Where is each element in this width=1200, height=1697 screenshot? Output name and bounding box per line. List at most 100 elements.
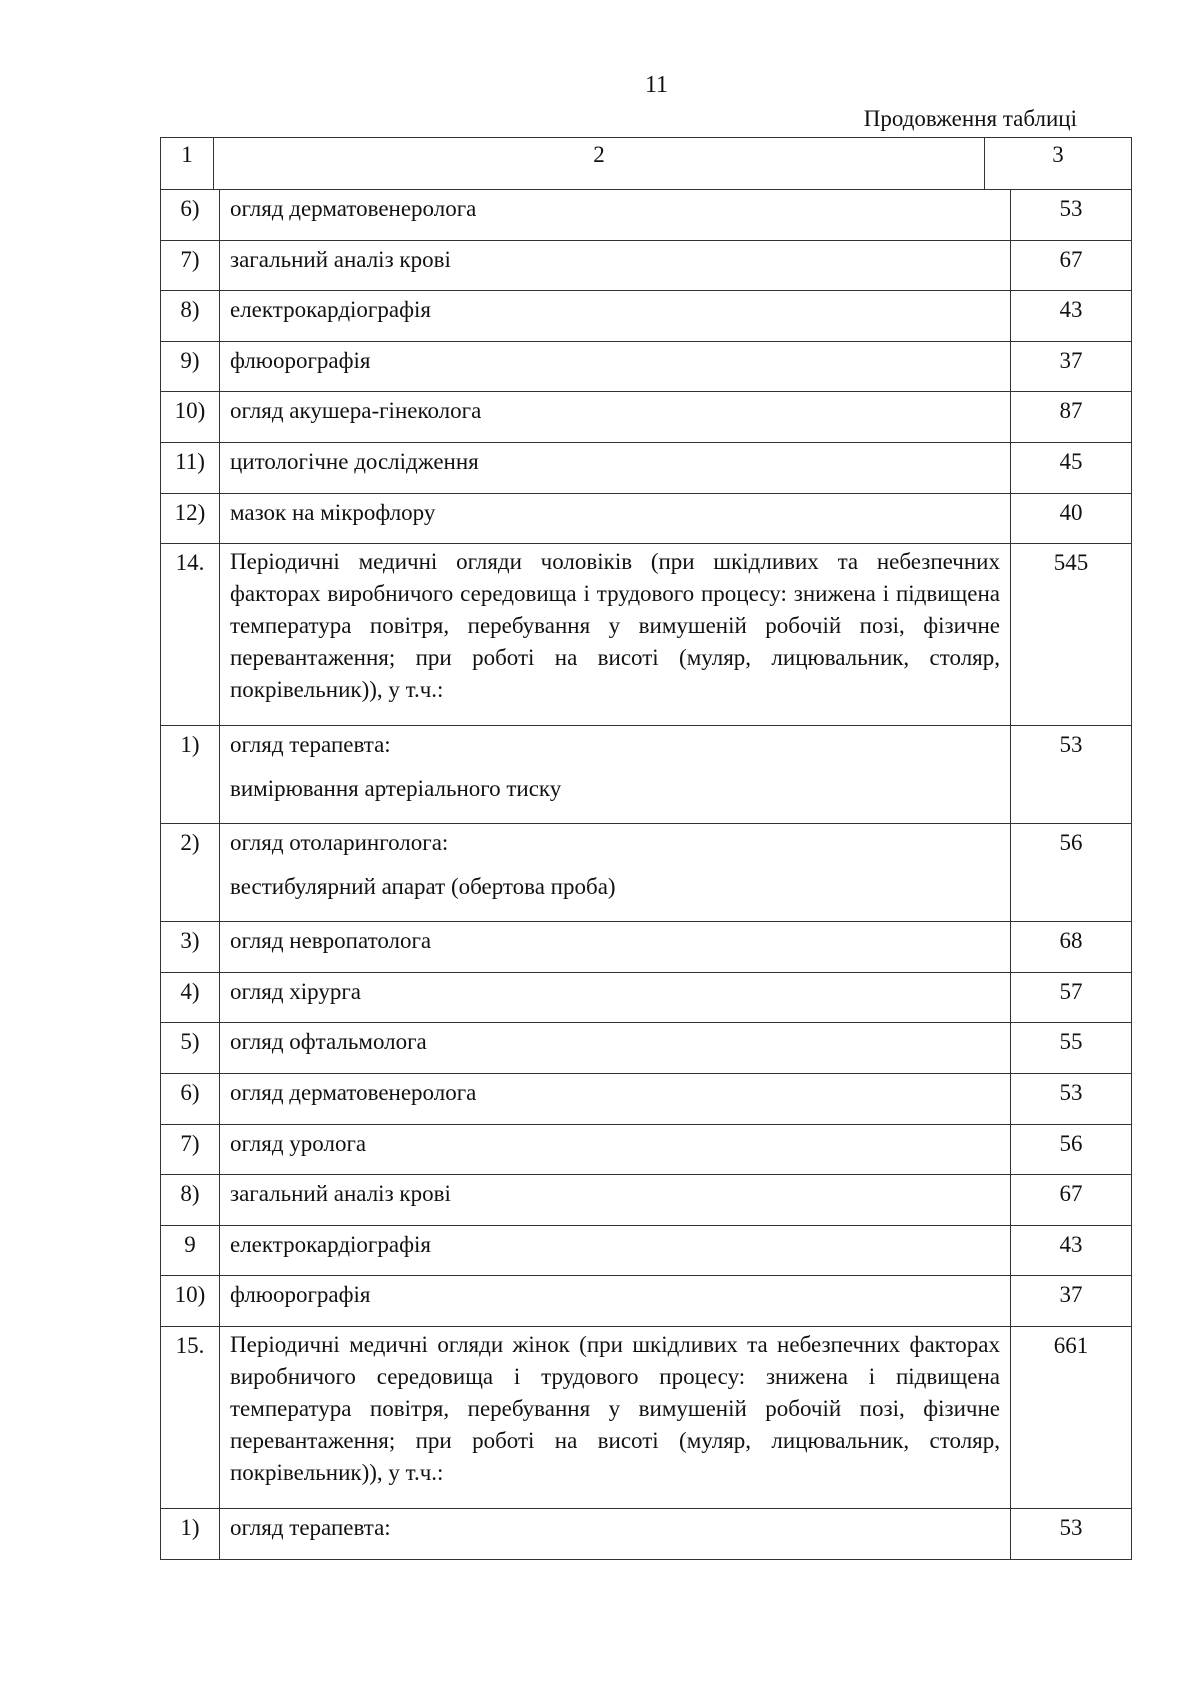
header-col-3: 3 <box>984 137 1132 190</box>
service-name: загальний аналіз крові <box>230 246 451 272</box>
table-continuation-label: Продовження таблиці <box>863 106 1077 131</box>
row-description: огляд офтальмолога <box>219 1022 1011 1074</box>
row-description: цитологічне дослідження <box>219 441 1011 494</box>
table-row: 8) загальний аналіз крові 67 <box>160 1174 1132 1226</box>
header-col-2: 2 <box>213 137 985 190</box>
row-description: електрокардіографія <box>219 1224 1011 1277</box>
row-number: 1) <box>160 1507 220 1560</box>
table-row: 3) огляд невропатолога 68 <box>160 921 1132 973</box>
service-name: огляд акушера-гінеколога <box>230 398 482 424</box>
row-description: огляд дерматовенеролога <box>219 189 1011 241</box>
service-name: огляд офтальмолога <box>230 1029 427 1055</box>
row-number: 15. <box>160 1325 220 1509</box>
row-number: 2) <box>160 823 220 923</box>
row-value: 53 <box>1010 189 1132 241</box>
table-row: 7) загальний аналіз крові 67 <box>160 239 1132 292</box>
row-number: 9) <box>160 340 220 393</box>
row-number: 6) <box>160 189 220 241</box>
table-row: 6) огляд дерматовенеролога 53 <box>160 1072 1132 1125</box>
table-row: 10) огляд акушера-гінеколога 87 <box>160 391 1132 443</box>
row-description: мазок на мікрофлору <box>219 492 1011 545</box>
row-description: огляд акушера-гінеколога <box>219 391 1011 443</box>
row-number: 4) <box>160 971 220 1024</box>
row-value: 53 <box>1010 725 1132 825</box>
row-value: 545 <box>1010 543 1132 727</box>
row-number: 12) <box>160 492 220 545</box>
table-row: 11) цитологічне дослідження 45 <box>160 441 1132 494</box>
row-value: 68 <box>1010 921 1132 973</box>
table-row: 12) мазок на мікрофлору 40 <box>160 492 1132 545</box>
table-header: 1 2 3 <box>160 137 1132 190</box>
row-number: 5) <box>160 1022 220 1074</box>
row-value: 67 <box>1010 239 1132 292</box>
row-value: 56 <box>1010 1123 1132 1176</box>
header-row: 1 2 3 <box>160 137 1132 190</box>
row-value: 53 <box>1010 1072 1132 1125</box>
row-value: 67 <box>1010 1174 1132 1226</box>
service-name: Періодичні медичні огляди жінок (при шкі… <box>230 1331 1000 1485</box>
row-description: електрокардіографія <box>219 290 1011 342</box>
row-value: 53 <box>1010 1507 1132 1560</box>
table-row: 9) флюорографія 37 <box>160 340 1132 393</box>
service-name: огляд уролога <box>230 1130 367 1156</box>
service-name: флюорографія <box>230 1282 371 1308</box>
service-subitem: вестибулярний апарат (обертова проба) <box>230 874 616 900</box>
row-number: 7) <box>160 239 220 292</box>
row-description: флюорографія <box>219 340 1011 393</box>
service-name: огляд невропатолога <box>230 928 432 954</box>
service-name: огляд терапевта: <box>230 732 391 758</box>
row-description: огляд хірурга <box>219 971 1011 1024</box>
table-row: 14. Періодичні медичні огляди чоловіків (… <box>160 543 1132 727</box>
row-description: Періодичні медичні огляди жінок (при шкі… <box>219 1325 1011 1509</box>
row-number: 9 <box>160 1224 220 1277</box>
table-row: 7) огляд уролога 56 <box>160 1123 1132 1176</box>
service-name: огляд дерматовенеролога <box>230 1079 477 1105</box>
service-name: мазок на мікрофлору <box>230 499 436 525</box>
row-description: огляд отоларинголога: вестибулярний апара… <box>219 823 1011 923</box>
row-number: 8) <box>160 290 220 342</box>
row-description: загальний аналіз крові <box>219 1174 1011 1226</box>
row-description: огляд дерматовенеролога <box>219 1072 1011 1125</box>
service-subitem: вимірювання артеріального тиску <box>230 776 562 802</box>
row-number: 3) <box>160 921 220 973</box>
service-name: електрокардіографія <box>230 297 431 323</box>
service-name: флюорографія <box>230 347 371 373</box>
row-description: огляд терапевта: вимірювання артеріальног… <box>219 725 1011 825</box>
service-name: Періодичні медичні огляди чоловіків (при… <box>230 549 1000 703</box>
row-description: Періодичні медичні огляди чоловіків (при… <box>219 543 1011 727</box>
row-number: 8) <box>160 1174 220 1226</box>
table-row: 1) огляд терапевта: вимірювання артеріальн… <box>160 725 1132 825</box>
table-row: 4) огляд хірурга 57 <box>160 971 1132 1024</box>
row-description: загальний аналіз крові <box>219 239 1011 292</box>
table-row: 9 електрокардіографія 43 <box>160 1224 1132 1277</box>
row-value: 43 <box>1010 1224 1132 1277</box>
row-number: 11) <box>160 441 220 494</box>
row-description: огляд терапевта: <box>219 1507 1011 1560</box>
table-row: 8) електрокардіографія 43 <box>160 290 1132 342</box>
row-value: 45 <box>1010 441 1132 494</box>
page-number: 11 <box>644 72 669 98</box>
row-value: 37 <box>1010 1275 1132 1327</box>
row-number: 14. <box>160 543 220 727</box>
table-row: 2) огляд отоларинголога: вестибулярний апа… <box>160 823 1132 923</box>
service-name: огляд дерматовенеролога <box>230 196 477 221</box>
service-name: загальний аналіз крові <box>230 1181 451 1207</box>
row-number: 10) <box>160 1275 220 1327</box>
row-number: 10) <box>160 391 220 443</box>
row-description: флюорографія <box>219 1275 1011 1327</box>
row-value: 57 <box>1010 971 1132 1024</box>
row-value: 40 <box>1010 492 1132 545</box>
row-number: 1) <box>160 725 220 825</box>
table-row: 1) огляд терапевта: 53 <box>160 1507 1132 1560</box>
table-row: 10) флюорографія 37 <box>160 1275 1132 1327</box>
table-row: 6) огляд дерматовенеролога 53 <box>160 189 1132 241</box>
table-row: 5) огляд офтальмолога 55 <box>160 1022 1132 1074</box>
service-name: цитологічне дослідження <box>230 448 479 474</box>
row-description: огляд уролога <box>219 1123 1011 1176</box>
service-name: огляд хірурга <box>230 978 362 1004</box>
row-value: 43 <box>1010 290 1132 342</box>
row-value: 661 <box>1010 1325 1132 1509</box>
row-value: 55 <box>1010 1022 1132 1074</box>
row-number: 7) <box>160 1123 220 1176</box>
row-description: огляд невропатолога <box>219 921 1011 973</box>
